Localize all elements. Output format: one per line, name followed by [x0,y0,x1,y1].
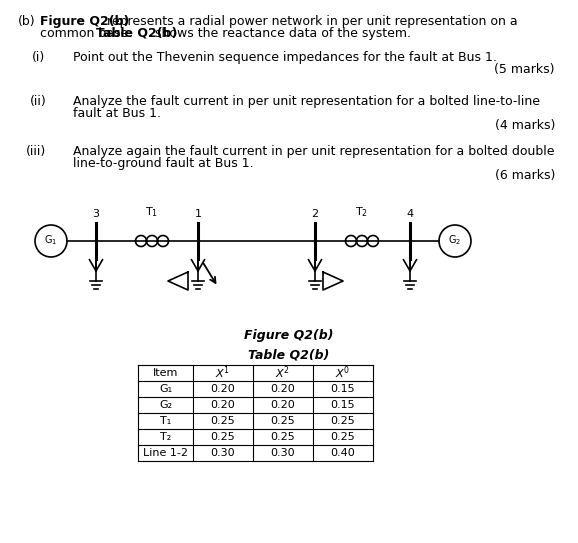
Text: 0.15: 0.15 [331,400,355,410]
Text: 0.25: 0.25 [331,432,355,442]
Text: T₁: T₁ [160,416,171,426]
Text: G₂: G₂ [159,400,172,410]
Text: 0.25: 0.25 [271,432,295,442]
Text: G₁: G₁ [159,384,172,394]
Text: (i): (i) [32,51,45,64]
Text: fault at Bus 1.: fault at Bus 1. [73,107,161,120]
Text: shows the reactance data of the system.: shows the reactance data of the system. [151,27,411,40]
Text: G$_1$: G$_1$ [45,233,58,247]
Text: 0.15: 0.15 [331,384,355,394]
Text: Figure Q2(b): Figure Q2(b) [40,15,129,28]
Text: 0.25: 0.25 [331,416,355,426]
Text: (4 marks): (4 marks) [495,119,555,132]
Text: 4: 4 [406,209,414,219]
Text: $X^2$: $X^2$ [276,365,291,381]
Text: Analyze again the fault current in per unit representation for a bolted double: Analyze again the fault current in per u… [73,145,554,158]
Text: (b): (b) [18,15,36,28]
Text: Line 1-2: Line 1-2 [143,448,188,458]
Text: represents a radial power network in per unit representation on a: represents a radial power network in per… [103,15,518,28]
Text: 3: 3 [92,209,99,219]
Text: 1: 1 [195,209,202,219]
Text: (6 marks): (6 marks) [495,169,555,182]
Text: 0.25: 0.25 [210,432,235,442]
Text: (ii): (ii) [30,95,47,108]
Text: Analyze the fault current in per unit representation for a bolted line-to-line: Analyze the fault current in per unit re… [73,95,540,108]
Text: $X^0$: $X^0$ [335,365,351,381]
Text: 0.25: 0.25 [210,416,235,426]
Text: 0.20: 0.20 [210,384,235,394]
Text: 0.30: 0.30 [211,448,235,458]
Text: $X^1$: $X^1$ [216,365,231,381]
Text: Item: Item [153,368,178,378]
Text: 2: 2 [312,209,318,219]
Text: T$_1$: T$_1$ [146,205,158,219]
Text: 0.25: 0.25 [271,416,295,426]
Text: Point out the Thevenin sequence impedances for the fault at Bus 1.: Point out the Thevenin sequence impedanc… [73,51,497,64]
Text: T$_2$: T$_2$ [355,205,369,219]
Text: Table Q2(b): Table Q2(b) [96,27,177,40]
Text: 0.20: 0.20 [210,400,235,410]
Text: Table Q2(b): Table Q2(b) [249,349,329,362]
Text: (iii): (iii) [26,145,46,158]
Text: G$_2$: G$_2$ [449,233,462,247]
Text: 0.20: 0.20 [271,400,295,410]
Text: (5 marks): (5 marks) [495,63,555,76]
Text: Figure Q2(b): Figure Q2(b) [244,329,334,342]
Text: 0.20: 0.20 [271,384,295,394]
Text: T₂: T₂ [160,432,171,442]
Text: 0.30: 0.30 [271,448,295,458]
Text: 0.40: 0.40 [331,448,355,458]
Text: common base.: common base. [40,27,136,40]
Text: line-to-ground fault at Bus 1.: line-to-ground fault at Bus 1. [73,157,254,170]
